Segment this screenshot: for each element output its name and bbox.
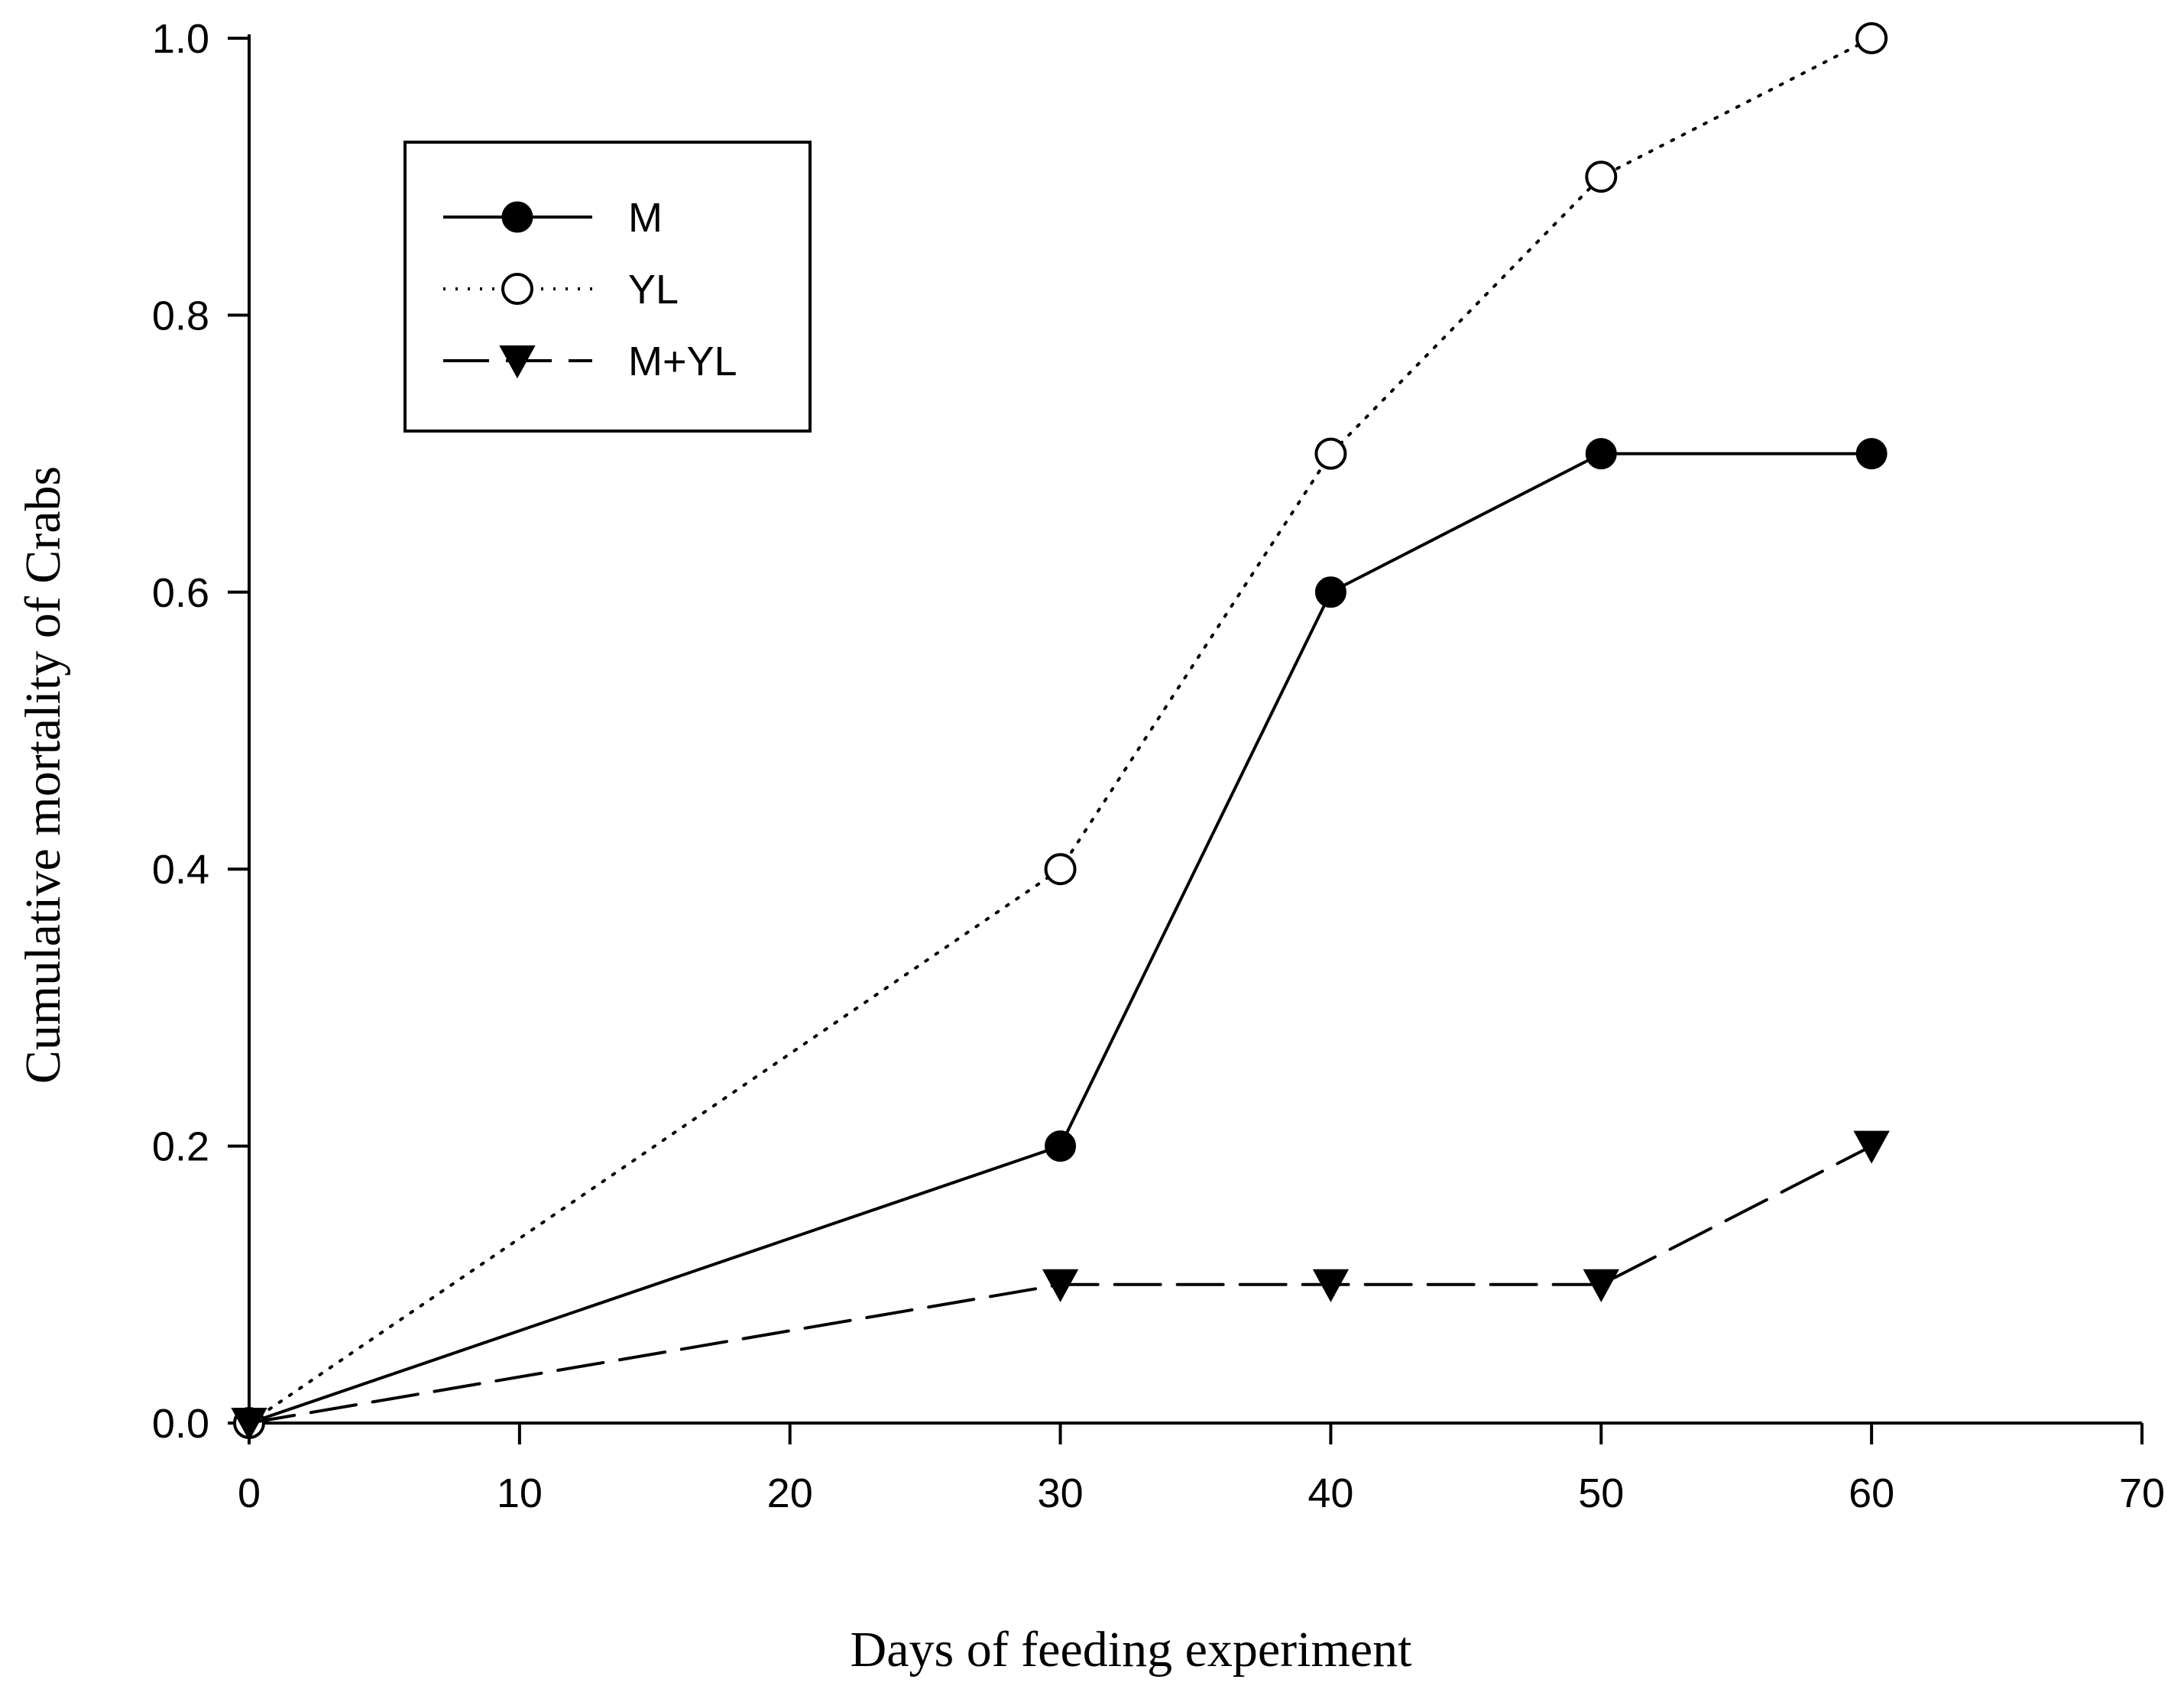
x-tick-label-10: 10	[497, 1470, 543, 1516]
data-point-m-yl-60	[1853, 1130, 1890, 1164]
data-point-m-40	[1314, 576, 1346, 608]
legend: M YL M+YL	[403, 141, 812, 433]
x-tick-label-40: 40	[1307, 1470, 1353, 1516]
legend-box	[403, 141, 812, 433]
x-tick-label-0: 0	[238, 1470, 261, 1516]
data-point-m-yl-40	[1312, 1269, 1350, 1302]
axes: 0 10 20 30 40 50 60 70 0.0 0.2 0.4 0.6 0.8 1.0	[152, 16, 2165, 1516]
x-axis-title: Days of feeding experiment	[851, 1622, 1412, 1678]
data-point-m-yl-30	[1042, 1269, 1079, 1302]
y-tick-label-0.4: 0.4	[152, 847, 209, 893]
series-layer	[231, 22, 1890, 1441]
y-tick-label-0.2: 0.2	[152, 1124, 209, 1170]
data-point-yl-50	[1585, 160, 1618, 193]
legend-marker-m	[501, 201, 533, 233]
y-tick-label-0.6: 0.6	[152, 570, 209, 616]
legend-label-m-yl: M+YL	[628, 339, 737, 384]
x-tick-label-20: 20	[767, 1470, 813, 1516]
data-point-m-yl-0	[231, 1408, 267, 1441]
x-tick-label-60: 60	[1849, 1470, 1894, 1516]
data-point-yl-30	[1044, 853, 1077, 886]
y-tick-label-0.8: 0.8	[152, 293, 209, 339]
data-point-m-yl-50	[1583, 1269, 1619, 1302]
x-tick-label-30: 30	[1038, 1470, 1084, 1516]
series-m-yl	[231, 1130, 1890, 1441]
y-axis-title: Cumulative mortality of Crabs	[15, 466, 71, 1084]
y-tick-label-0.0: 0.0	[152, 1401, 209, 1447]
data-point-yl-40	[1314, 437, 1347, 470]
data-point-m-60	[1855, 438, 1888, 470]
legend-label-m: M	[628, 195, 663, 241]
legend-marker-yl	[501, 273, 533, 305]
data-point-m-30	[1045, 1130, 1077, 1162]
legend-marker-m-yl	[499, 345, 536, 379]
x-tick-label-50: 50	[1578, 1470, 1624, 1516]
legend-label-yl: YL	[628, 267, 679, 313]
data-point-yl-60	[1855, 22, 1888, 54]
data-point-m-50	[1585, 438, 1617, 470]
x-tick-label-70: 70	[2119, 1470, 2165, 1516]
y-tick-label-1.0: 1.0	[152, 16, 209, 62]
